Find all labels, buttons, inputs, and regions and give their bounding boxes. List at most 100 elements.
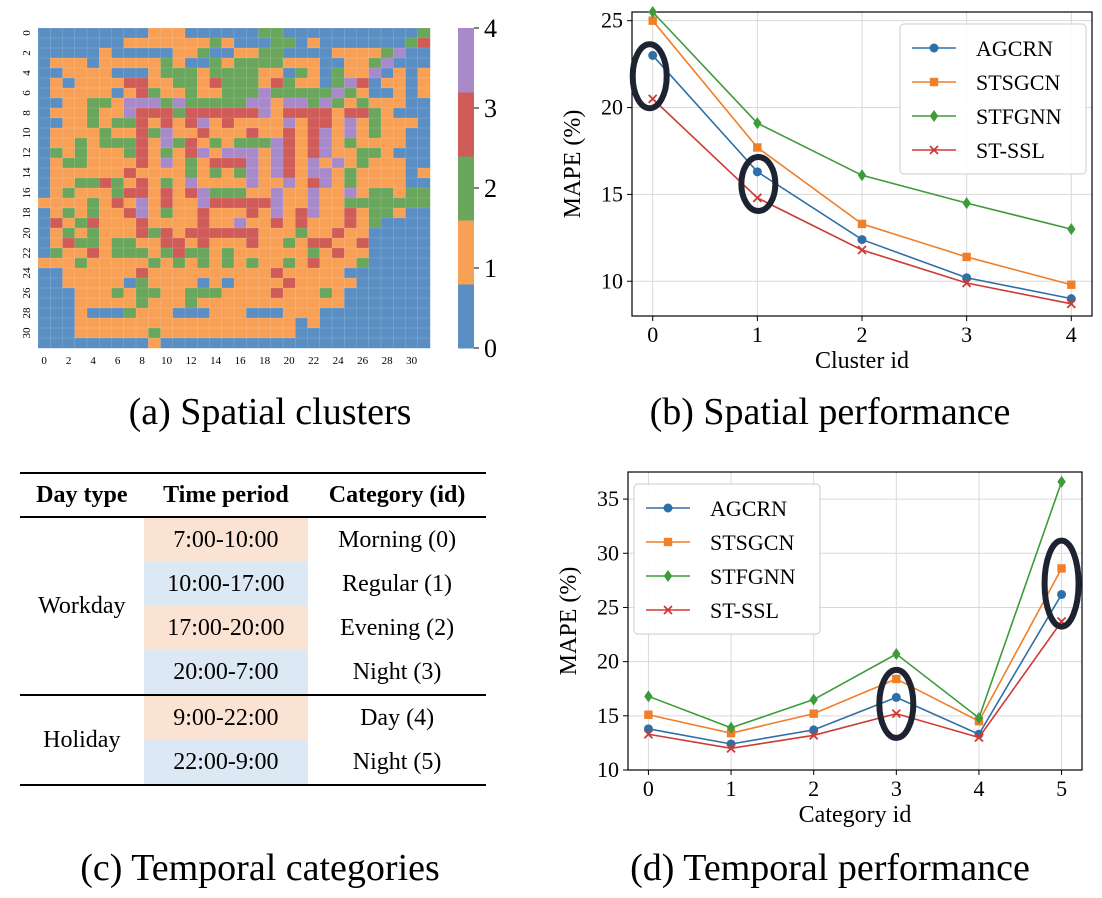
caption-a: (a) Spatial clusters: [128, 391, 412, 433]
heatmap-cell: [148, 77, 161, 89]
heatmap-cell: [331, 57, 345, 69]
heatmap-cell: [221, 177, 235, 189]
heatmap-cell: [86, 287, 100, 299]
heatmap-cell: [282, 127, 296, 139]
heatmap-y-tick: 16: [21, 187, 33, 199]
heatmap-cell: [37, 47, 51, 59]
heatmap-cell: [258, 47, 272, 59]
heatmap-cell: [319, 277, 333, 289]
heatmap-cell: [62, 197, 76, 209]
heatmap-cell: [368, 77, 382, 89]
heatmap-cell: [368, 227, 382, 239]
heatmap-cell: [307, 77, 321, 89]
heatmap-cell: [197, 67, 210, 79]
legend: AGCRN STSGCN STFGNN ST-SSL: [633, 483, 821, 635]
heatmap-cell: [135, 327, 149, 339]
heatmap-cell: [368, 127, 382, 139]
heatmap-cell: [135, 227, 149, 239]
heatmap-cell: [172, 227, 186, 239]
heatmap-cell: [111, 237, 125, 249]
category-cell: Evening (2): [340, 614, 455, 641]
heatmap-cell: [209, 237, 223, 249]
heatmap-cell: [197, 87, 210, 99]
heatmap-cell: [319, 137, 333, 149]
heatmap-cell: [221, 117, 235, 129]
heatmap-cell: [405, 47, 419, 59]
heatmap-cell: [295, 47, 308, 59]
heatmap-cell: [148, 337, 161, 349]
heatmap-cell: [356, 107, 370, 119]
heatmap-cell: [295, 157, 308, 169]
legend-marker: [929, 110, 939, 122]
table-row: 10:00-17:00 Regular (1): [20, 562, 486, 606]
heatmap-cell: [356, 307, 370, 319]
heatmap-cell: [307, 327, 321, 339]
heatmap-cell: [135, 317, 149, 329]
heatmap-cell: [99, 337, 112, 349]
heatmap-cell: [99, 57, 112, 69]
heatmap-cell: [62, 37, 76, 49]
heatmap-cell: [344, 157, 357, 169]
heatmap-cell: [368, 287, 382, 299]
heatmap-cell: [221, 187, 235, 199]
heatmap-cell: [270, 207, 284, 219]
heatmap-cell: [258, 247, 272, 259]
heatmap-x-tick: 12: [186, 355, 197, 367]
heatmap-cell: [172, 57, 186, 69]
heatmap-cell: [282, 297, 296, 309]
heatmap-cell: [405, 257, 419, 269]
heatmap-cell: [246, 297, 259, 309]
heatmap-cell: [123, 267, 137, 279]
y-tick-label: 20: [597, 649, 619, 674]
heatmap-cell: [148, 267, 161, 279]
heatmap-cell: [184, 207, 198, 219]
heatmap-cell: [258, 197, 272, 209]
heatmap-cell: [160, 127, 174, 139]
heatmap-cell: [307, 247, 321, 259]
heatmap-cell: [295, 207, 308, 219]
data-point: [962, 197, 971, 210]
heatmap-cell: [111, 107, 125, 119]
heatmap-cell: [123, 27, 137, 39]
heatmap-cell: [184, 277, 198, 289]
heatmap-cell: [99, 197, 112, 209]
heatmap-cell: [74, 287, 88, 299]
heatmap-cell: [209, 177, 223, 189]
data-point: [648, 50, 658, 60]
heatmap-cell: [111, 157, 125, 169]
heatmap-cell: [62, 87, 76, 99]
heatmap-cell: [270, 267, 284, 279]
heatmap-cell: [282, 267, 296, 279]
heatmap-cell: [368, 257, 382, 269]
heatmap-cell: [123, 127, 137, 139]
heatmap-cell: [380, 147, 394, 159]
heatmap-cell: [282, 77, 296, 89]
heatmap-cell: [135, 27, 149, 39]
heatmap-cell: [282, 147, 296, 159]
heatmap-cell: [172, 127, 186, 139]
heatmap-cell: [111, 97, 125, 109]
heatmap-cell: [37, 337, 51, 349]
heatmap-cell: [307, 47, 321, 59]
heatmap-cell: [282, 27, 296, 39]
category-cell: Morning (0): [338, 526, 457, 553]
heatmap-cell: [319, 37, 333, 49]
heatmap-cell: [331, 27, 345, 39]
heatmap-cell: [221, 307, 235, 319]
heatmap-cell: [50, 127, 63, 139]
heatmap-cell: [123, 277, 137, 289]
data-point: [752, 167, 762, 177]
heatmap-cell: [270, 67, 284, 79]
heatmap-cell: [380, 107, 394, 119]
legend-marker: [663, 570, 673, 582]
heatmap-cell: [270, 107, 284, 119]
highlight-ellipse: [629, 41, 670, 112]
heatmap-cell: [86, 207, 100, 219]
heatmap-cell: [270, 37, 284, 49]
time-period-cell: 22:00-9:00: [143, 740, 309, 785]
heatmap-cell: [270, 237, 284, 249]
heatmap-cell: [74, 37, 88, 49]
heatmap-cell: [258, 167, 272, 179]
heatmap-cell: [331, 167, 345, 179]
heatmap-cell: [123, 207, 137, 219]
